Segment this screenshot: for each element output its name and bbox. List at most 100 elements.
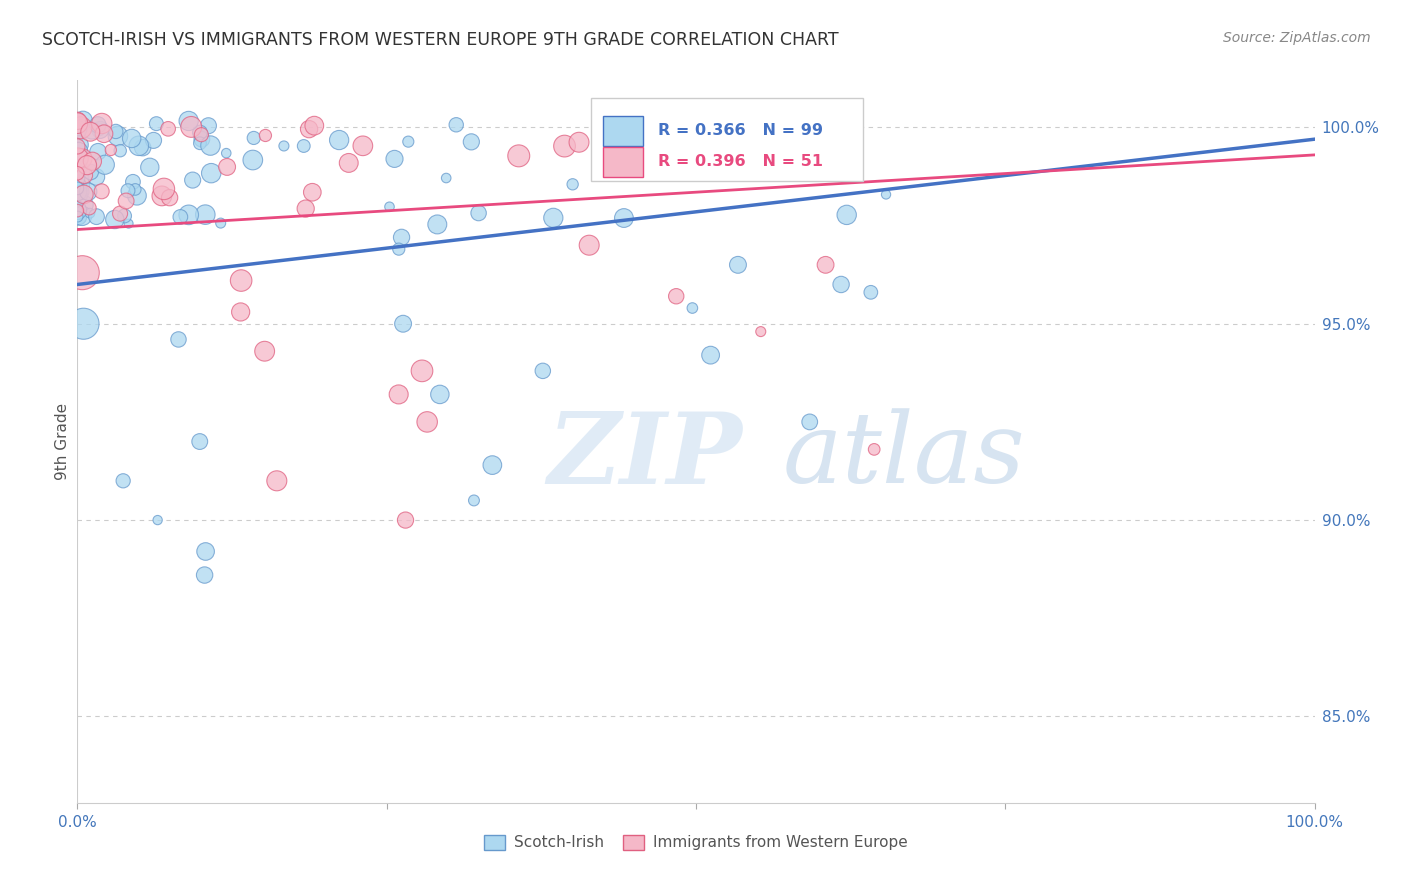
Point bbox=[108, 206, 131, 220]
Point bbox=[292, 139, 315, 153]
Point bbox=[66, 188, 89, 202]
Point bbox=[396, 135, 419, 149]
Point bbox=[434, 171, 457, 186]
Point bbox=[304, 119, 326, 133]
Point bbox=[352, 138, 374, 153]
Point bbox=[67, 128, 90, 142]
Point bbox=[190, 128, 212, 142]
Text: R = 0.366   N = 99: R = 0.366 N = 99 bbox=[658, 123, 823, 138]
Point bbox=[70, 209, 93, 223]
Point bbox=[835, 208, 858, 222]
Point bbox=[200, 166, 222, 180]
Point bbox=[70, 120, 93, 135]
Point bbox=[481, 458, 503, 472]
Point bbox=[215, 146, 238, 161]
Point bbox=[77, 201, 100, 215]
Point bbox=[699, 348, 721, 362]
Point bbox=[117, 184, 139, 198]
Point bbox=[273, 139, 295, 153]
Point bbox=[66, 166, 89, 180]
Point bbox=[388, 387, 411, 401]
Text: R = 0.396   N = 51: R = 0.396 N = 51 bbox=[658, 154, 823, 169]
Point bbox=[460, 135, 482, 149]
Point bbox=[463, 493, 485, 508]
Point bbox=[67, 179, 90, 194]
Point bbox=[266, 474, 288, 488]
Point bbox=[759, 147, 782, 161]
Point bbox=[612, 141, 634, 155]
Point bbox=[139, 161, 162, 175]
FancyBboxPatch shape bbox=[603, 116, 643, 146]
FancyBboxPatch shape bbox=[591, 98, 863, 181]
Point bbox=[727, 258, 749, 272]
Point bbox=[66, 139, 89, 153]
Point bbox=[153, 182, 176, 196]
Point bbox=[66, 209, 89, 223]
Point bbox=[131, 141, 153, 155]
Point bbox=[194, 208, 217, 222]
Point bbox=[104, 212, 127, 227]
Point bbox=[145, 117, 167, 131]
Point bbox=[90, 116, 112, 130]
Point bbox=[93, 127, 115, 141]
Point bbox=[561, 178, 583, 192]
Point bbox=[73, 187, 96, 202]
Point bbox=[194, 568, 217, 582]
Legend: Scotch-Irish, Immigrants from Western Europe: Scotch-Irish, Immigrants from Western Eu… bbox=[478, 829, 914, 856]
Point bbox=[73, 168, 96, 182]
Point bbox=[70, 120, 93, 134]
Point bbox=[76, 158, 98, 172]
Point bbox=[66, 122, 89, 136]
Point bbox=[180, 120, 202, 134]
Point bbox=[426, 218, 449, 232]
Point bbox=[66, 171, 89, 186]
Point bbox=[301, 186, 323, 200]
Point bbox=[87, 145, 110, 159]
Point bbox=[80, 123, 103, 137]
Point bbox=[100, 143, 122, 157]
Point bbox=[830, 277, 852, 292]
Point bbox=[253, 344, 276, 359]
Point bbox=[150, 189, 173, 203]
Point bbox=[217, 160, 239, 174]
Point bbox=[66, 185, 89, 199]
Point bbox=[72, 113, 94, 128]
Point bbox=[104, 124, 127, 138]
Point bbox=[444, 118, 467, 132]
Point bbox=[636, 152, 658, 166]
Point bbox=[242, 131, 264, 145]
Point bbox=[554, 139, 576, 153]
Point bbox=[167, 333, 190, 347]
Point bbox=[188, 126, 211, 140]
Point bbox=[90, 184, 112, 198]
Point bbox=[188, 136, 211, 151]
Text: Source: ZipAtlas.com: Source: ZipAtlas.com bbox=[1223, 31, 1371, 45]
Point bbox=[157, 121, 180, 136]
Point bbox=[66, 181, 89, 195]
Point bbox=[73, 198, 96, 212]
Point bbox=[416, 415, 439, 429]
Point bbox=[67, 137, 90, 152]
Point bbox=[531, 364, 554, 378]
Point bbox=[107, 128, 129, 143]
Point bbox=[66, 210, 89, 224]
Point bbox=[67, 161, 90, 175]
Point bbox=[863, 442, 886, 457]
Point bbox=[328, 133, 350, 147]
Point bbox=[72, 317, 94, 331]
Point bbox=[142, 133, 165, 147]
Text: ZIP: ZIP bbox=[547, 408, 742, 504]
Point bbox=[70, 152, 93, 166]
Point bbox=[467, 206, 489, 220]
Point bbox=[177, 114, 200, 128]
Point bbox=[799, 415, 821, 429]
Point bbox=[388, 242, 411, 256]
Point bbox=[378, 200, 401, 214]
Point bbox=[391, 230, 413, 244]
Point bbox=[191, 132, 214, 146]
Point bbox=[242, 153, 264, 167]
Point bbox=[875, 187, 897, 202]
Point bbox=[117, 217, 139, 231]
Point bbox=[578, 238, 600, 252]
Point bbox=[188, 434, 211, 449]
